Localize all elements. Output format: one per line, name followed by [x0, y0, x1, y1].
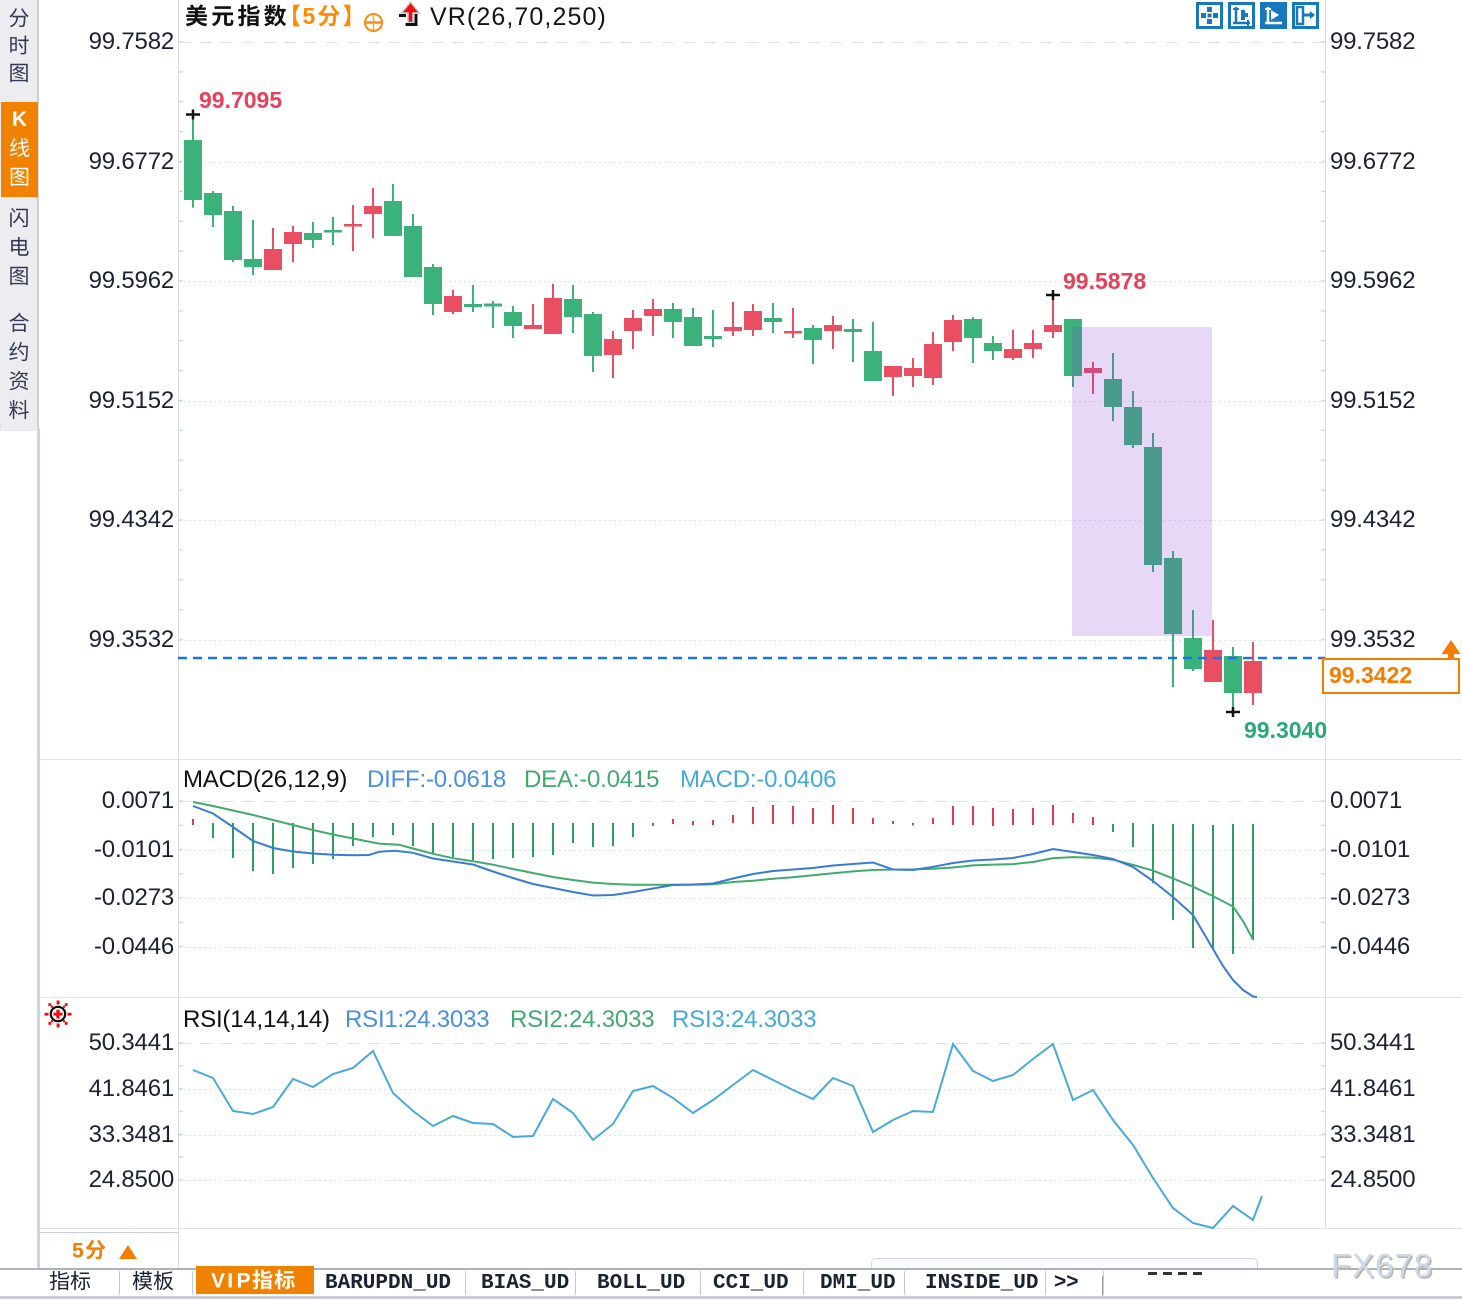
svg-text:I: I — [227, 1270, 233, 1293]
svg-text:V: V — [211, 1270, 225, 1293]
svg-text:5: 5 — [72, 1240, 84, 1263]
svg-text:K: K — [12, 108, 27, 131]
svg-text:5: 5 — [303, 3, 316, 29]
svg-text:P: P — [237, 1270, 251, 1293]
